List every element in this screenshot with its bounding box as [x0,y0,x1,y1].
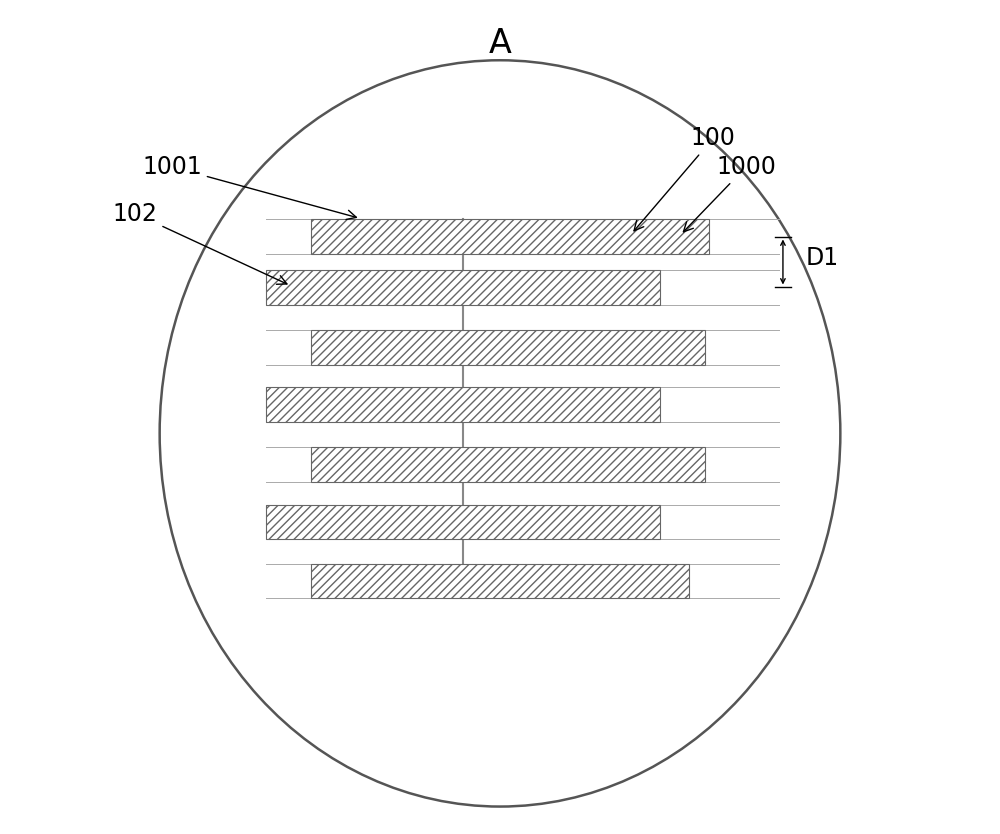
Text: A: A [489,28,511,60]
Bar [266,270,660,304]
Text: 102: 102 [113,202,287,284]
Bar [311,447,705,482]
Bar [311,219,709,254]
Bar [266,388,660,422]
Bar [311,330,705,364]
Bar [266,505,660,540]
Text: 1000: 1000 [683,155,776,232]
Text: D1: D1 [806,246,839,270]
Text: 1001: 1001 [142,155,356,219]
Text: 100: 100 [634,126,736,231]
Bar [311,564,689,598]
